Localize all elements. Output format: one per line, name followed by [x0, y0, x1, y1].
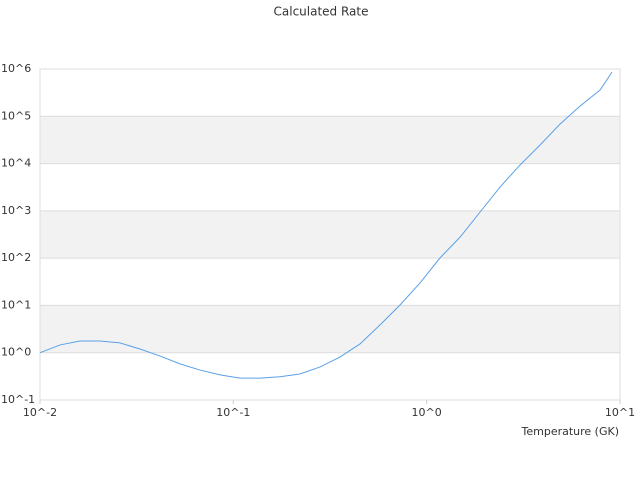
y-tick-label: 10^4 [1, 157, 31, 170]
grid-band [40, 116, 620, 164]
y-tick-label: 10^3 [1, 204, 31, 217]
x-tick-label: 10^0 [412, 406, 442, 419]
plot-border [39, 68, 621, 401]
grid-band [40, 210, 620, 259]
y-tick-label: 10^0 [1, 346, 31, 359]
x-tick-label: 10^1 [605, 406, 635, 419]
grid-band [40, 305, 620, 353]
x-tick-label: 10^-2 [23, 406, 57, 419]
y-tick-label: 10^6 [1, 62, 31, 75]
y-tick-label: 10^2 [1, 251, 31, 264]
line-series [39, 71, 613, 379]
y-tick-label: 10^5 [1, 109, 31, 122]
grid-bands [40, 116, 620, 353]
x-axis-label: Temperature (GK) [521, 425, 620, 438]
chart-title: Calculated Rate [274, 5, 369, 19]
x-tick-label: 10^-1 [216, 406, 250, 419]
y-tick-label: 10^1 [1, 298, 31, 311]
y-tick-label: 10^-1 [1, 393, 35, 406]
